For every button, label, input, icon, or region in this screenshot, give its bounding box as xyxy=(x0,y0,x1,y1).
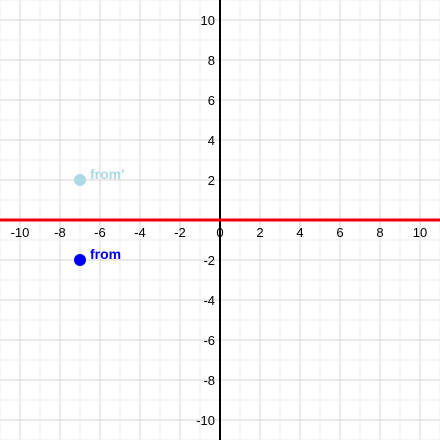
x-tick-label: 2 xyxy=(256,225,263,240)
y-tick-label: 10 xyxy=(201,13,215,28)
y-tick-label: -10 xyxy=(196,413,215,428)
y-tick-label: -6 xyxy=(203,333,215,348)
y-tick-label: 2 xyxy=(208,173,215,188)
x-tick-label: 8 xyxy=(376,225,383,240)
point-label: from' xyxy=(90,166,124,182)
x-tick-label: -4 xyxy=(134,225,146,240)
point-marker xyxy=(74,174,86,186)
y-tick-label: 8 xyxy=(208,53,215,68)
x-tick-label: 4 xyxy=(296,225,303,240)
x-tick-label: -2 xyxy=(174,225,186,240)
y-tick-label: -2 xyxy=(203,253,215,268)
y-tick-label: -8 xyxy=(203,373,215,388)
point-label: from xyxy=(90,246,121,262)
y-tick-label: -4 xyxy=(203,293,215,308)
x-tick-label: 10 xyxy=(413,225,427,240)
points: from from' xyxy=(74,166,124,266)
x-tick-label: 6 xyxy=(336,225,343,240)
y-tick-label: 4 xyxy=(208,133,215,148)
y-tick-label: 6 xyxy=(208,93,215,108)
x-tick-label: -8 xyxy=(54,225,66,240)
x-tick-label: -10 xyxy=(11,225,30,240)
x-tick-label: 0 xyxy=(216,225,223,240)
x-tick-label: -6 xyxy=(94,225,106,240)
point-marker xyxy=(74,254,86,266)
